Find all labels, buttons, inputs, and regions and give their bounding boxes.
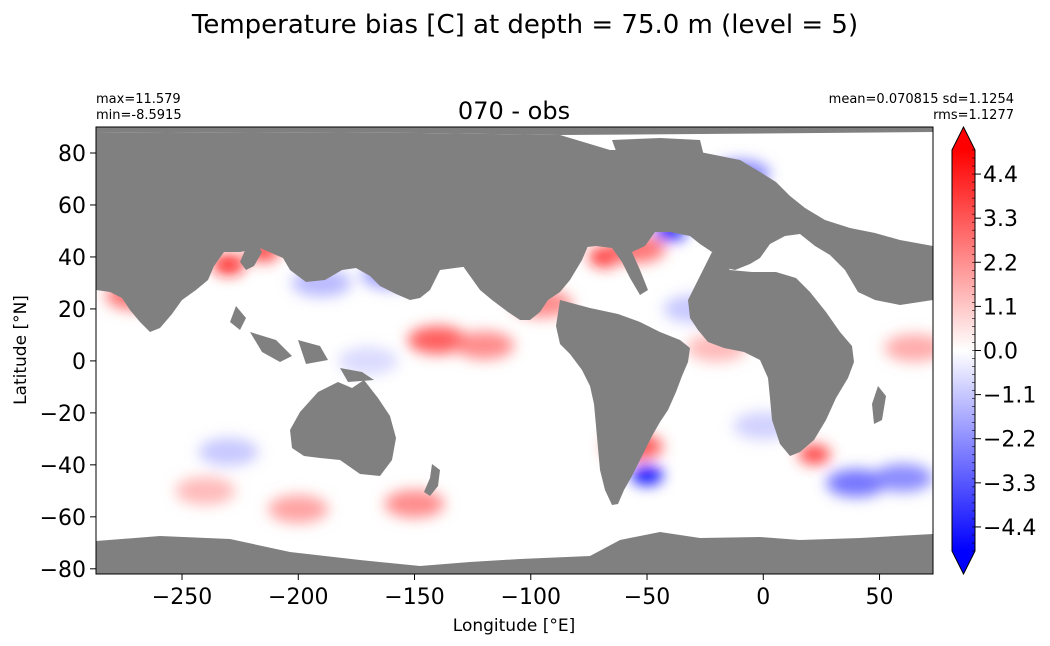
colorbar-minor-ticks (972, 149, 975, 552)
stat-max: max=11.579 (96, 92, 181, 107)
land-south-america (556, 300, 690, 505)
bias-blob-22 (338, 346, 399, 375)
y-tick-label: −20 (40, 402, 86, 427)
land-uk (740, 196, 754, 220)
figure-suptitle: Temperature bias [C] at depth = 75.0 m (… (191, 10, 858, 40)
bias-blob-24 (198, 437, 259, 466)
y-tick-label: 20 (58, 298, 86, 323)
colorbar-tick-label: −1.1 (983, 384, 1036, 409)
bias-blob-16 (872, 463, 933, 492)
x-tick-label: −150 (384, 585, 444, 610)
x-tick-label: −50 (624, 585, 670, 610)
land-new-zealand (424, 464, 440, 496)
x-tick-label: 0 (756, 585, 770, 610)
colorbar-tick-label: 1.1 (983, 295, 1018, 320)
colorbar: −4.4 −3.3 −2.2 −1.1 0.0 1.1 2.2 3.3 4.4 (951, 125, 1036, 576)
bias-blob-9 (798, 444, 831, 465)
y-tick-label: −40 (40, 454, 86, 479)
colorbar-body (952, 150, 975, 551)
bias-blob-17 (884, 333, 933, 362)
colorbar-tick-label: −4.4 (983, 516, 1036, 541)
land-madagascar (872, 386, 886, 424)
y-tick-label: −80 (40, 558, 86, 583)
colorbar-extend-low (952, 551, 975, 574)
stat-mean-sd: mean=0.070815 sd=1.1254 (829, 92, 1014, 107)
x-tick-label: −250 (152, 585, 212, 610)
y-tick-label: 0 (72, 350, 86, 375)
stat-rms: rms=1.1277 (933, 108, 1014, 123)
y-tick-label: 80 (58, 142, 86, 167)
plot-area (96, 127, 933, 574)
bias-blob-7 (631, 465, 664, 486)
bias-blob-12 (384, 489, 445, 518)
colorbar-tick-label: 3.3 (983, 207, 1018, 232)
land-north-america (325, 133, 620, 320)
x-tick-label: −100 (501, 585, 561, 610)
y-axis-label: Latitude [°N] (11, 295, 31, 405)
land-japan (240, 240, 262, 270)
plot-frame (95, 126, 934, 575)
x-tick-label: −200 (268, 585, 328, 610)
colorbar-tick-label: 0.0 (983, 340, 1018, 365)
bias-blob-3 (212, 254, 245, 275)
bias-blob-1 (454, 331, 515, 360)
x-axis: −250 −200 −150 −100 −50 0 50 (152, 574, 894, 610)
colorbar-tick-label: −2.2 (983, 428, 1036, 453)
colorbar-extend-high (952, 127, 975, 150)
land-greenland (612, 138, 705, 206)
land-arctic (96, 127, 933, 135)
y-tick-label: 60 (58, 194, 86, 219)
land-australia (290, 380, 396, 476)
colorbar-tick-label: −3.3 (983, 472, 1036, 497)
y-tick-label: 40 (58, 246, 86, 271)
axes-title: 070 - obs (458, 97, 570, 125)
colorbar-tick-label: 4.4 (983, 163, 1018, 188)
x-axis-label: Longitude [°E] (453, 616, 575, 636)
land-antarctica (96, 532, 933, 574)
colorbar-tick-label: 2.2 (983, 251, 1018, 276)
bias-blob-15 (826, 469, 887, 498)
land-islands-indonesia (230, 306, 374, 382)
land-africa (688, 252, 854, 456)
colorbar-ticks: −4.4 −3.3 −2.2 −1.1 0.0 1.1 2.2 3.3 4.4 (975, 163, 1036, 541)
y-tick-label: −60 (40, 506, 86, 531)
bias-blob-0 (407, 326, 468, 355)
bias-blob-14 (175, 476, 236, 505)
stat-min: min=-8.5915 (96, 108, 182, 123)
x-tick-label: 50 (866, 585, 894, 610)
y-axis: −80 −60 −40 −20 0 20 40 60 80 (40, 142, 96, 583)
bias-blob-13 (268, 495, 329, 524)
land-mask (96, 127, 933, 574)
